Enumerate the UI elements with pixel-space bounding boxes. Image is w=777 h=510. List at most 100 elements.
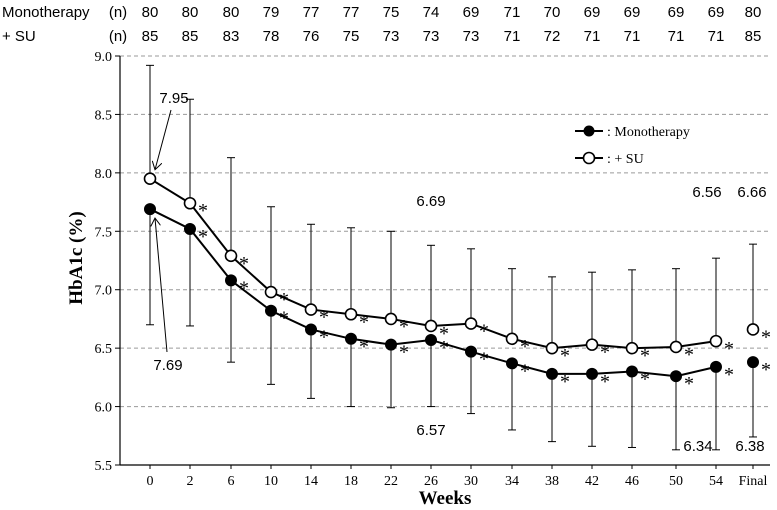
- x-tick-label: 2: [187, 474, 194, 489]
- y-tick-label: 8.5: [95, 108, 113, 123]
- n-table-cell: 85: [745, 28, 762, 45]
- point-su: [384, 312, 398, 326]
- n-table-cell: 73: [383, 28, 400, 45]
- n-table-cell: 69: [584, 4, 601, 21]
- n-table-cell: 80: [223, 4, 240, 21]
- significance-star-su: *: [198, 200, 208, 222]
- n-table-cell: 71: [504, 4, 521, 21]
- n-table-cell: 71: [624, 28, 641, 45]
- significance-star-su: *: [439, 323, 449, 345]
- significance-star-su: *: [761, 326, 771, 348]
- n-table-cell: 71: [504, 28, 521, 45]
- n-table-row-label: Monotherapy: [2, 4, 90, 21]
- n-table-cell: 80: [745, 4, 762, 21]
- significance-star-su: *: [399, 316, 409, 338]
- point-monotherapy: [425, 333, 437, 346]
- n-table-cell: 80: [142, 4, 159, 21]
- x-tick-label: 6: [228, 474, 235, 489]
- point-su: [709, 334, 723, 348]
- n-table-cell: 78: [263, 28, 280, 45]
- x-tick-label: 46: [625, 474, 639, 489]
- annotation-label: 6.34: [683, 438, 712, 455]
- n-table-cell: 70: [544, 4, 561, 21]
- x-tick-label: Final: [739, 474, 768, 489]
- point-monotherapy: [710, 360, 722, 373]
- x-tick-label: 26: [424, 474, 438, 489]
- grid-lines: [120, 55, 770, 408]
- x-tick-label: 54: [709, 474, 723, 489]
- axes: 5.56.06.57.07.58.08.59.00 2 6 10 14 18 22 26 30 3…: [66, 50, 770, 509]
- point-su: [143, 172, 157, 185]
- significance-star-monotherapy: *: [319, 326, 329, 348]
- significance-star-monotherapy: *: [399, 342, 409, 364]
- significance-star-su: *: [684, 344, 694, 366]
- n-table-cell: 76: [303, 28, 320, 45]
- point-monotherapy: [345, 332, 357, 345]
- n-table-cell: 73: [463, 28, 480, 45]
- point-monotherapy: [144, 203, 156, 216]
- n-table-cell: 73: [423, 28, 440, 45]
- x-tick-label: 10: [264, 474, 278, 489]
- annotation-label: 6.69: [416, 193, 445, 210]
- significance-star-monotherapy: *: [761, 359, 771, 381]
- n-table-cell: 77: [343, 4, 360, 21]
- n-table-cell: 75: [383, 4, 400, 21]
- x-tick-label: 30: [464, 474, 478, 489]
- significance-star-su: *: [359, 311, 369, 333]
- legend-label-su: : + SU: [607, 152, 644, 167]
- n-table-cell: 83: [223, 28, 240, 45]
- significance-marks: **** * * *** * * * * * ***** * * * ** * * * * **: [198, 200, 771, 395]
- n-table-cell: 71: [668, 28, 685, 45]
- x-tick-label: 18: [344, 474, 358, 489]
- point-su: [505, 332, 519, 346]
- significance-star-su: *: [600, 342, 610, 364]
- significance-star-monotherapy: *: [724, 364, 734, 386]
- annotation-label: 6.57: [416, 422, 445, 439]
- point-monotherapy: [184, 222, 196, 235]
- n-table-cell: 85: [182, 28, 199, 45]
- y-tick-label: 9.0: [95, 50, 113, 65]
- x-tick-label: 38: [545, 474, 559, 489]
- point-monotherapy: [385, 338, 397, 351]
- point-monotherapy: [546, 367, 558, 380]
- annotations: 7.95 7.69 6.69 6.57 6.56 6.34 6.66 6.38: [153, 90, 767, 455]
- y-tick-label: 6.5: [95, 342, 113, 357]
- n-table-cell: 77: [303, 4, 320, 21]
- significance-star-monotherapy: *: [600, 371, 610, 393]
- legend-marker-su: [582, 151, 596, 165]
- y-tick-label: 7.5: [95, 225, 113, 240]
- point-su: [585, 338, 599, 351]
- n-table: Monotherapy (n) 80 80 80 79 77 77 75 74 69 71 70 69 69…: [2, 4, 761, 45]
- significance-star-su: *: [479, 321, 489, 343]
- n-table-row-unit: (n): [109, 28, 127, 45]
- n-table-cell: 71: [708, 28, 725, 45]
- significance-star-monotherapy: *: [640, 369, 650, 391]
- n-table-cell: 69: [668, 4, 685, 21]
- point-su: [625, 341, 639, 355]
- point-su: [424, 319, 438, 333]
- point-monotherapy: [670, 370, 682, 383]
- point-monotherapy: [305, 323, 317, 336]
- significance-star-monotherapy: *: [198, 226, 208, 248]
- x-tick-label: 34: [505, 474, 519, 489]
- significance-star-su: *: [319, 307, 329, 329]
- significance-star-monotherapy: *: [560, 371, 570, 393]
- significance-star-monotherapy: *: [439, 337, 449, 359]
- x-tick-label: 0: [147, 474, 154, 489]
- significance-star-monotherapy: *: [239, 277, 249, 299]
- n-table-cell: 71: [584, 28, 601, 45]
- n-table-cell: 79: [263, 4, 280, 21]
- significance-star-su: *: [640, 345, 650, 367]
- n-table-cell: 80: [182, 4, 199, 21]
- significance-star-monotherapy: *: [279, 308, 289, 330]
- n-table-cell: 72: [544, 28, 561, 45]
- x-tick-label: 22: [384, 474, 398, 489]
- significance-star-monotherapy: *: [520, 360, 530, 382]
- n-table-cell: 85: [142, 28, 159, 45]
- point-monotherapy: [506, 357, 518, 370]
- point-su: [545, 341, 559, 355]
- legend-marker-monotherapy: [583, 125, 595, 137]
- annotation-label: 6.38: [735, 438, 764, 455]
- point-su: [183, 196, 197, 210]
